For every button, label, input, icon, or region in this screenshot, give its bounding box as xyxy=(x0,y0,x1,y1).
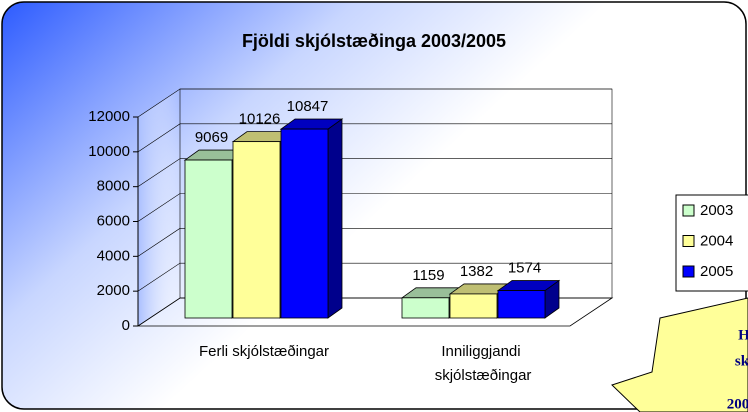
annotation: sk xyxy=(735,353,748,369)
grid-line xyxy=(137,88,612,118)
callout xyxy=(611,297,748,412)
legend-swatch xyxy=(682,235,695,247)
bar-front xyxy=(232,141,281,319)
y-tick-label: 8000 xyxy=(97,178,130,195)
legend-label: 2005 xyxy=(700,263,733,280)
value-label: 1382 xyxy=(460,263,493,280)
legend-label: 2003 xyxy=(700,202,733,219)
y-tick-label: 4000 xyxy=(97,247,130,264)
value-label: 1574 xyxy=(508,260,541,277)
y-tick-label: 2000 xyxy=(97,282,130,299)
bar-side xyxy=(327,118,343,319)
bar-front xyxy=(184,159,233,319)
bar xyxy=(496,279,561,319)
x-tick-label: Ferli skjólstæðingar xyxy=(199,343,329,360)
annotation: H xyxy=(738,327,748,343)
legend-label: 2004 xyxy=(700,232,733,249)
grid-line xyxy=(137,262,612,292)
x-tick-label: Inniliggjandi skjólstæðingar xyxy=(431,343,532,384)
grid-line xyxy=(137,158,612,187)
bar xyxy=(279,118,344,319)
bar-front xyxy=(280,128,329,319)
chart-title: Fjöldi skjólstæðinga 2003/2005 xyxy=(242,31,506,51)
value-label: 10847 xyxy=(287,98,329,115)
legend-swatch xyxy=(682,265,695,278)
value-label: 1159 xyxy=(412,267,444,284)
bar-front xyxy=(401,297,450,319)
y-tick-label: 6000 xyxy=(97,212,130,229)
annotation: 200 xyxy=(727,396,748,412)
bar-front xyxy=(449,293,498,319)
y-tick-label: 0 xyxy=(122,317,130,334)
grid-line xyxy=(137,193,612,222)
value-label: 10126 xyxy=(239,111,281,128)
grid-line xyxy=(137,123,612,153)
value-label: 9069 xyxy=(195,129,228,146)
bar-front xyxy=(497,290,546,319)
y-tick-label: 10000 xyxy=(88,143,130,160)
legend-swatch xyxy=(682,204,695,217)
y-tick-label: 12000 xyxy=(88,108,130,125)
grid-line xyxy=(137,228,612,257)
